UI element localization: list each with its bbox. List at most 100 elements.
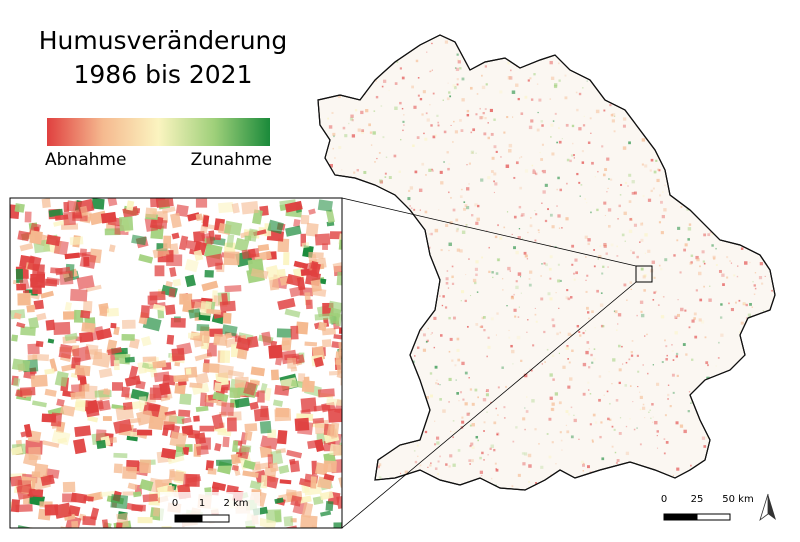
map-pixel <box>776 248 777 249</box>
map-pixel <box>486 411 488 413</box>
map-pixel <box>651 260 655 264</box>
field-patch <box>295 321 309 335</box>
map-pixel <box>759 184 762 188</box>
map-pixel <box>350 87 354 90</box>
map-pixel <box>733 42 737 46</box>
map-pixel <box>668 77 671 80</box>
map-pixel <box>388 176 392 180</box>
map-pixel <box>457 449 461 452</box>
map-pixel <box>357 65 362 70</box>
field-patch <box>121 386 131 398</box>
map-pixel <box>381 294 385 298</box>
field-patch <box>327 408 342 423</box>
map-pixel <box>409 246 414 251</box>
map-pixel <box>547 54 550 57</box>
map-pixel <box>745 216 748 219</box>
map-pixel <box>635 116 638 119</box>
map-pixel <box>530 217 532 219</box>
field-patch <box>329 443 342 457</box>
map-pixel <box>570 406 573 409</box>
map-pixel <box>667 393 670 397</box>
field-patch <box>278 464 290 474</box>
map-pixel <box>663 438 666 440</box>
map-pixel <box>650 158 654 162</box>
map-pixel <box>461 420 465 424</box>
map-pixel <box>710 99 715 103</box>
map-pixel <box>484 51 488 56</box>
map-pixel <box>529 270 533 274</box>
map-pixel <box>707 233 711 237</box>
map-pixel <box>528 125 533 130</box>
map-pixel <box>569 484 572 486</box>
map-pixel <box>767 418 770 422</box>
map-pixel <box>428 168 432 172</box>
map-pixel <box>426 51 428 53</box>
map-pixel <box>486 355 488 358</box>
map-pixel <box>578 438 580 441</box>
map-pixel <box>538 98 542 102</box>
field-patch <box>44 504 59 516</box>
map-pixel <box>445 33 447 35</box>
map-pixel <box>766 321 768 323</box>
map-pixel <box>318 93 319 96</box>
map-pixel <box>360 39 362 41</box>
map-pixel <box>558 352 560 354</box>
map-pixel <box>366 54 369 57</box>
field-patch <box>139 459 151 474</box>
map-pixel <box>353 426 357 430</box>
map-pixel <box>746 200 749 203</box>
map-pixel <box>589 423 592 426</box>
map-pixel <box>358 199 361 201</box>
map-pixel <box>385 236 388 240</box>
map-pixel <box>633 191 637 195</box>
map-pixel <box>450 430 452 433</box>
map-pixel <box>496 432 500 436</box>
map-pixel <box>390 379 394 384</box>
field-patch <box>119 216 134 232</box>
map-pixel <box>677 226 681 230</box>
field-patch <box>11 334 19 342</box>
map-pixel <box>479 116 483 120</box>
map-pixel <box>720 303 723 306</box>
map-pixel <box>364 284 368 288</box>
map-pixel <box>715 468 718 472</box>
field-patch <box>216 459 232 466</box>
map-pixel <box>672 474 674 477</box>
map-pixel <box>551 354 555 358</box>
map-pixel <box>715 459 718 461</box>
inset-frame <box>9 197 343 529</box>
field-patch <box>213 382 222 392</box>
map-pixel <box>656 178 660 183</box>
field-patch <box>167 485 175 492</box>
field-patch <box>56 398 65 407</box>
map-pixel <box>725 441 729 445</box>
map-pixel <box>311 33 313 35</box>
map-pixel <box>600 292 603 295</box>
map-pixel <box>746 342 750 347</box>
map-pixel <box>554 392 559 396</box>
map-pixel <box>586 80 588 82</box>
map-pixel <box>687 227 692 231</box>
field-patch <box>286 273 302 287</box>
map-pixel <box>512 116 514 118</box>
map-pixel <box>764 92 769 97</box>
map-pixel <box>591 61 593 63</box>
map-pixel <box>611 113 616 117</box>
map-pixel <box>709 119 714 124</box>
map-pixel <box>658 221 662 224</box>
map-pixel <box>466 113 470 117</box>
map-pixel <box>650 67 654 71</box>
field-patch <box>185 474 200 487</box>
map-pixel <box>493 172 497 176</box>
map-pixel <box>736 85 738 87</box>
map-pixel <box>434 467 438 470</box>
field-patch <box>103 388 111 396</box>
map-pixel <box>378 439 382 443</box>
map-pixel <box>445 281 449 285</box>
field-patch <box>102 416 112 421</box>
map-pixel <box>728 483 732 487</box>
map-pixel <box>644 335 646 337</box>
map-pixel <box>452 420 455 422</box>
map-pixel <box>452 436 454 439</box>
map-pixel <box>700 320 705 324</box>
